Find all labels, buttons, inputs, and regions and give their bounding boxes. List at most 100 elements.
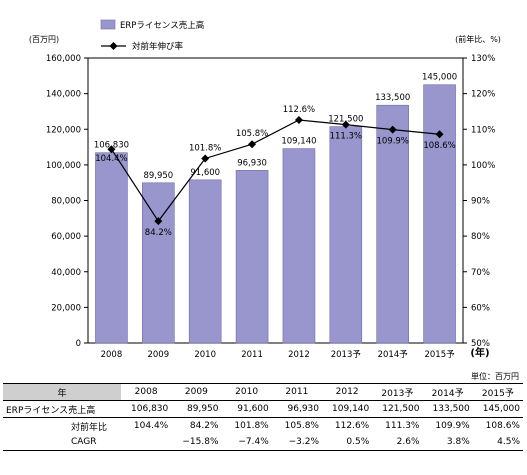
y-right-tick-label: 130% xyxy=(471,54,495,64)
table-cell: 145,000 xyxy=(472,400,523,418)
growth-marker xyxy=(341,120,350,129)
x-tick-label: 2012 xyxy=(288,350,310,360)
growth-value-label: 104.4% xyxy=(95,154,127,164)
bar xyxy=(376,104,409,344)
table-cell: 104.4% xyxy=(133,421,169,431)
table-cell: 3.8% xyxy=(422,434,473,451)
table-row-yoy: 対前年比 104.4% 84.2% 101.8% 105.8% 112.6% 1… xyxy=(3,418,523,435)
x-tick-label: 2015予 xyxy=(424,350,455,360)
table-cell: 111.3% xyxy=(385,421,420,431)
legend-line-label: 対前年伸び率 xyxy=(132,41,184,52)
growth-marker xyxy=(107,145,116,154)
growth-line xyxy=(110,119,440,223)
y-right-axis-title: (前年比、%) xyxy=(455,34,501,44)
y-right-tick-label: 60% xyxy=(471,303,490,313)
y-tick-label: 80,000 xyxy=(51,197,81,207)
x-tick-label: 2013予 xyxy=(331,350,362,360)
growth-marker xyxy=(435,130,444,139)
table-cell: 108.6% xyxy=(485,421,520,431)
table-cell: 106,830 xyxy=(121,400,172,418)
growth-value-label: 111.3% xyxy=(330,132,362,142)
x-tick-label: 2008 xyxy=(101,350,123,360)
y-right-tick-label: 70% xyxy=(471,268,490,278)
table-cell: 133,500 xyxy=(422,400,473,418)
y-right-tick-label: 120% xyxy=(471,90,495,100)
bar-value-label: 109,140 xyxy=(281,137,316,147)
x-tick-label: 2014予 xyxy=(378,350,409,360)
chart: 0 20,000 40,000 60,000 80,000 100,000 120,000 1… xyxy=(29,19,501,360)
growth-value-label: 109.9% xyxy=(376,137,408,147)
y-tick-label: 120,000 xyxy=(46,125,81,135)
table-row-label: 対前年比 xyxy=(71,422,108,433)
bar-value-label: 133,500 xyxy=(375,93,410,103)
table-cell xyxy=(121,434,172,451)
table-col-header: 2012 xyxy=(322,383,373,401)
y-right-tick-label: 50% xyxy=(471,339,490,349)
table-col-header: 2010 xyxy=(221,383,272,401)
bar xyxy=(235,170,269,344)
x-tick-label: 2009 xyxy=(147,350,169,360)
table-row-label: ERPライセンス売上高 xyxy=(3,400,121,418)
legend-line-marker xyxy=(109,42,118,50)
growth-value-label: 101.8% xyxy=(189,143,221,153)
table-header-label: 年 xyxy=(3,383,121,401)
growth-value-label: 112.6% xyxy=(283,105,315,115)
bar-value-label: 91,600 xyxy=(190,168,220,178)
y-right-tick-label: 90% xyxy=(471,197,490,207)
y-tick-label: 0 xyxy=(76,339,81,349)
table-cell: 96,930 xyxy=(271,400,322,418)
y-tick-label: 20,000 xyxy=(51,303,81,313)
table-cell: −15.8% xyxy=(171,434,222,451)
growth-marker xyxy=(294,115,303,124)
table-cell: 112.6% xyxy=(334,421,370,431)
y-tick-label: 160,000 xyxy=(46,54,81,64)
x-tick-label: 2010 xyxy=(194,350,216,360)
y-axis-title: (百万円) xyxy=(29,35,59,44)
bar xyxy=(142,182,175,344)
x-tick-label: 2011 xyxy=(241,350,263,360)
table-cell: −3.2% xyxy=(271,434,322,451)
table-row-label: CAGR xyxy=(3,434,121,451)
unit-note: 単位：百万円 xyxy=(471,372,519,381)
table-cell: 91,600 xyxy=(221,400,272,418)
bar xyxy=(188,179,222,344)
table-cell: 101.8% xyxy=(234,421,269,431)
bar-value-label: 96,930 xyxy=(237,158,267,168)
growth-marker xyxy=(388,125,397,134)
bar-value-label: 89,950 xyxy=(143,171,173,181)
bar xyxy=(329,126,363,344)
table-col-header: 2015予 xyxy=(472,383,523,401)
bar-value-label: 121,500 xyxy=(328,115,363,125)
bar-value-label: 145,000 xyxy=(422,73,457,83)
bar xyxy=(423,84,456,344)
y-tick-label: 60,000 xyxy=(51,232,81,242)
y-tick-label: 40,000 xyxy=(51,268,81,278)
table-cell: 121,500 xyxy=(372,400,423,418)
growth-marker xyxy=(154,217,163,226)
table-cell: 84.2% xyxy=(189,421,219,431)
table-cell: 109,140 xyxy=(322,400,373,418)
legend-bar-swatch xyxy=(100,19,116,30)
table-col-header: 2013予 xyxy=(372,383,423,401)
x-axis-title: (年) xyxy=(470,346,489,359)
growth-value-label: 108.6% xyxy=(423,141,455,151)
table-cell: 105.8% xyxy=(284,421,319,431)
growth-value-label: 105.8% xyxy=(236,129,268,139)
growth-marker xyxy=(248,140,257,149)
legend-bar-label: ERPライセンス売上高 xyxy=(120,20,204,31)
table-cell: 89,950 xyxy=(171,400,222,418)
table-cell: 4.5% xyxy=(472,434,523,451)
table-cell: −7.4% xyxy=(221,434,272,451)
y-right-tick-label: 80% xyxy=(471,232,490,242)
table-header-row: 年 2008 2009 2010 2011 2012 2013予 2014予 2… xyxy=(3,383,523,401)
table-col-header: 2014予 xyxy=(422,383,473,401)
table-col-header: 2008 xyxy=(121,383,172,401)
growth-value-label: 84.2% xyxy=(145,228,172,238)
table-col-header: 2009 xyxy=(171,383,222,401)
table-col-header: 2011 xyxy=(271,383,322,401)
bar xyxy=(95,152,128,344)
growth-marker xyxy=(201,154,210,163)
y-tick-label: 100,000 xyxy=(46,161,81,171)
table-row-sales: ERPライセンス売上高 106,830 89,950 91,600 96,930… xyxy=(3,400,523,418)
y-right-tick-label: 110% xyxy=(471,125,495,135)
